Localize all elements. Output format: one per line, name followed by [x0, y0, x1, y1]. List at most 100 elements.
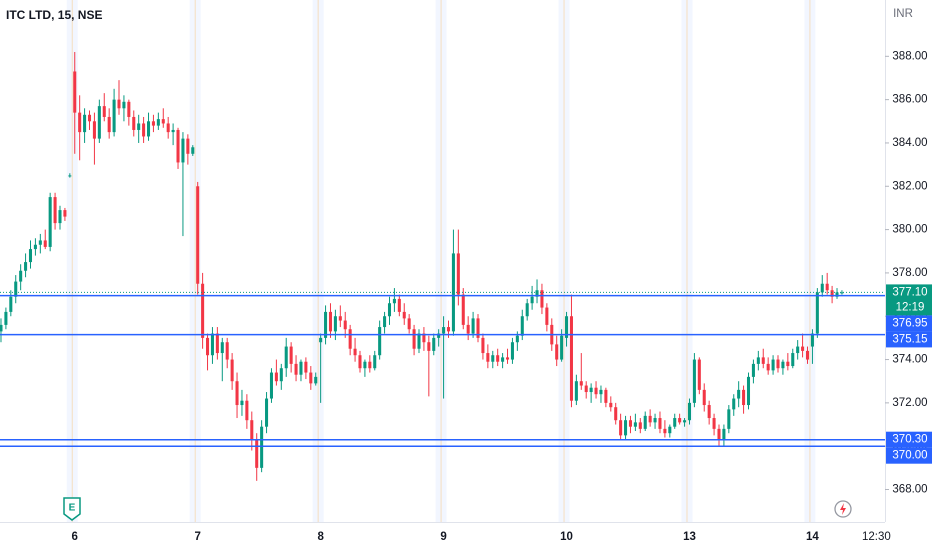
- candle-body: [78, 112, 82, 133]
- candle-body: [545, 307, 549, 325]
- session-break: [435, 0, 447, 522]
- x-tick-label: 10: [560, 531, 573, 543]
- candle-body: [442, 327, 446, 334]
- candle-body: [284, 346, 288, 369]
- x-tick-label: 14: [806, 531, 819, 543]
- candle-body: [58, 210, 62, 224]
- candle-body: [432, 337, 436, 351]
- candle-body: [137, 123, 141, 130]
- candle-body: [746, 376, 751, 406]
- candle-body: [697, 359, 701, 390]
- candle-body: [142, 123, 146, 137]
- candle-body: [289, 346, 293, 364]
- candle-body: [196, 186, 200, 284]
- candle-body: [348, 329, 352, 349]
- candle-body: [181, 138, 185, 163]
- y-tick-label: 386.00: [892, 94, 927, 106]
- candle-body: [722, 428, 726, 440]
- candle-body: [589, 387, 593, 393]
- x-tick-label: 13: [683, 531, 696, 543]
- candle-body: [476, 318, 480, 338]
- candle-body: [127, 101, 131, 117]
- candle-body: [604, 389, 608, 403]
- candle-body: [328, 311, 333, 332]
- candle-body: [653, 418, 657, 423]
- earnings-icon[interactable]: E: [63, 497, 81, 521]
- candle-body: [683, 420, 687, 423]
- candle-body: [422, 333, 426, 343]
- candle-body: [186, 138, 190, 154]
- candle-body: [117, 99, 121, 109]
- candle-body: [235, 381, 239, 406]
- candle-body: [210, 333, 214, 356]
- candle-body: [304, 361, 308, 373]
- candle-body: [392, 298, 396, 304]
- candle-body: [132, 116, 136, 130]
- y-tick-label: 374.00: [892, 354, 927, 366]
- candle-body: [63, 210, 67, 217]
- candle-body: [0, 324, 3, 332]
- candle-body: [73, 71, 77, 113]
- candle-body: [471, 318, 475, 334]
- level-label-box: [886, 315, 932, 332]
- candle-body: [687, 402, 692, 421]
- candle-body: [387, 303, 392, 317]
- candle-body: [250, 420, 254, 440]
- candle-body: [245, 400, 249, 421]
- candle-body: [279, 368, 283, 382]
- candle-body: [540, 290, 544, 308]
- candle-body: [260, 426, 264, 468]
- candle-body: [122, 101, 126, 109]
- candle-body: [166, 123, 170, 133]
- session-break: [558, 0, 570, 522]
- y-tick-label: 388.00: [892, 50, 927, 62]
- candle-body: [796, 346, 800, 354]
- candle-body: [19, 270, 23, 282]
- candle-body: [555, 344, 559, 360]
- events-icon[interactable]: [834, 500, 852, 518]
- candle-body: [240, 400, 244, 406]
- candle-body: [815, 292, 819, 334]
- candle-body: [456, 253, 460, 295]
- candle-body: [383, 316, 387, 328]
- candle-body: [48, 197, 52, 247]
- session-break: [189, 0, 201, 522]
- candle-body: [481, 337, 485, 354]
- candle-body: [146, 121, 151, 137]
- candle-body: [43, 240, 47, 247]
- candle-body: [668, 426, 672, 434]
- candle-body: [614, 407, 618, 421]
- level-label-box: [886, 447, 932, 464]
- candle-body: [505, 357, 510, 360]
- candle-body: [791, 353, 795, 367]
- candle-body: [781, 361, 785, 369]
- candle-body: [624, 420, 628, 436]
- candle-body: [407, 318, 411, 330]
- countdown-label: 12:19: [896, 301, 925, 313]
- candle-body: [805, 350, 810, 360]
- candle-body: [810, 333, 814, 347]
- candle-body: [92, 121, 96, 139]
- candle-body: [402, 311, 406, 319]
- candle-body: [161, 119, 165, 124]
- current-price-label: 377.10: [892, 286, 927, 298]
- candle-body: [515, 335, 519, 343]
- candle-body: [609, 402, 613, 408]
- candle-body: [176, 129, 180, 163]
- candle-body: [294, 363, 298, 375]
- candle-body: [820, 283, 824, 293]
- candle-body: [619, 420, 623, 436]
- candle-body: [38, 240, 42, 245]
- candle-body: [28, 249, 33, 263]
- candle-body: [324, 311, 328, 338]
- candle-body: [378, 327, 382, 356]
- candle-body: [535, 290, 539, 297]
- candle-body: [191, 147, 195, 154]
- candle-body: [255, 439, 259, 468]
- x-tick-label: 8: [317, 531, 324, 543]
- candle-body: [461, 294, 465, 325]
- y-tick-label: 382.00: [892, 180, 927, 192]
- candle-body: [33, 244, 37, 250]
- candle-body: [628, 420, 632, 427]
